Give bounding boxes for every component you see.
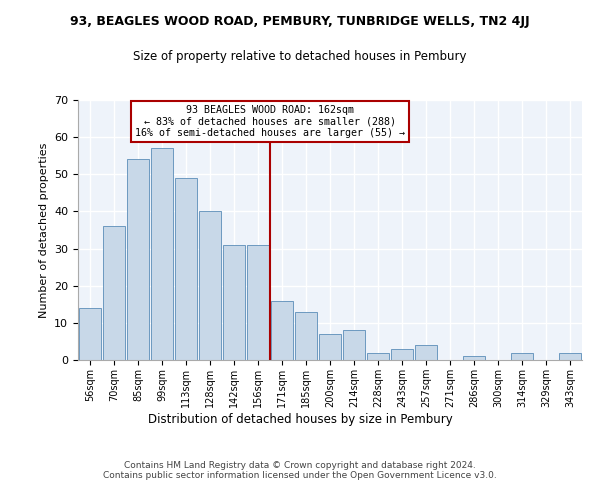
Bar [175,178,197,360]
Bar [103,226,125,360]
Bar [319,334,341,360]
Text: Distribution of detached houses by size in Pembury: Distribution of detached houses by size … [148,412,452,426]
Bar [223,245,245,360]
Bar [199,212,221,360]
Bar [247,245,269,360]
Bar [415,345,437,360]
Bar [391,349,413,360]
Bar [463,356,485,360]
Text: 93 BEAGLES WOOD ROAD: 162sqm
← 83% of detached houses are smaller (288)
16% of s: 93 BEAGLES WOOD ROAD: 162sqm ← 83% of de… [134,105,404,138]
Bar [343,330,365,360]
Bar [79,308,101,360]
Bar [295,312,317,360]
Text: Size of property relative to detached houses in Pembury: Size of property relative to detached ho… [133,50,467,63]
Text: 93, BEAGLES WOOD ROAD, PEMBURY, TUNBRIDGE WELLS, TN2 4JJ: 93, BEAGLES WOOD ROAD, PEMBURY, TUNBRIDG… [70,15,530,28]
Bar [559,352,581,360]
Text: Contains HM Land Registry data © Crown copyright and database right 2024.
Contai: Contains HM Land Registry data © Crown c… [103,460,497,480]
Y-axis label: Number of detached properties: Number of detached properties [38,142,49,318]
Bar [367,352,389,360]
Bar [271,300,293,360]
Bar [127,160,149,360]
Bar [151,148,173,360]
Bar [511,352,533,360]
